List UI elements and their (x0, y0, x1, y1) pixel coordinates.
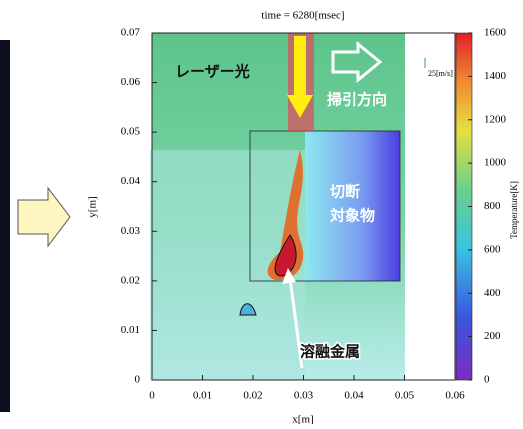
y-tick-label: 0.04 (121, 175, 141, 187)
annotation: 対象物 (329, 207, 375, 225)
y-tick-label: 0.06 (121, 76, 141, 88)
colorbar-tick-label: 200 (484, 330, 501, 342)
x-tick-label: 0.02 (243, 390, 262, 402)
dark-strip (0, 40, 10, 412)
y-tick-label: 0.02 (121, 274, 140, 286)
x-axis-label: x[m] (292, 414, 313, 424)
colorbar-tick-label: 1000 (484, 157, 507, 169)
chart-title: time = 6280[msec] (261, 10, 344, 22)
colorbar-tick-label: 1200 (484, 113, 507, 125)
x-tick-label: 0.03 (294, 390, 314, 402)
colorbar-tick-label: 1400 (484, 70, 507, 82)
colorbar-label: Temperature[K] (509, 181, 519, 239)
annotation: レーザー光 (175, 63, 250, 81)
colorbar-tick-label: 1600 (484, 27, 507, 39)
y-tick-label: 0.07 (121, 27, 141, 39)
y-tick-label: 0 (135, 374, 141, 386)
x-tick-label: 0.01 (193, 390, 212, 402)
annotation: 切断 (330, 183, 360, 201)
vector-scale: 25[m/s] (428, 69, 453, 78)
annotation: 溶融金属 (300, 343, 360, 361)
colorbar-tick-label: 0 (484, 374, 490, 386)
y-tick-label: 0.03 (121, 225, 141, 237)
y-axis-label: y[m] (87, 196, 99, 217)
figure: 25[m/s] time = 6280[msec] x[m] y[m] Temp… (0, 0, 523, 424)
arrow-icon (18, 188, 70, 246)
colorbar-tick-label: 800 (484, 200, 501, 212)
colorbar-tick-label: 400 (484, 287, 501, 299)
y-tick-label: 0.05 (121, 126, 141, 138)
y-tick-label: 0.01 (121, 324, 140, 336)
x-tick-label: 0.06 (445, 390, 465, 402)
annotation: 掃引方向 (327, 91, 387, 109)
colorbar-tick-label: 600 (484, 243, 501, 255)
x-tick-label: 0.04 (344, 390, 364, 402)
x-tick-label: 0.05 (395, 390, 415, 402)
x-tick-label: 0 (149, 390, 155, 402)
blank-area (405, 33, 455, 380)
